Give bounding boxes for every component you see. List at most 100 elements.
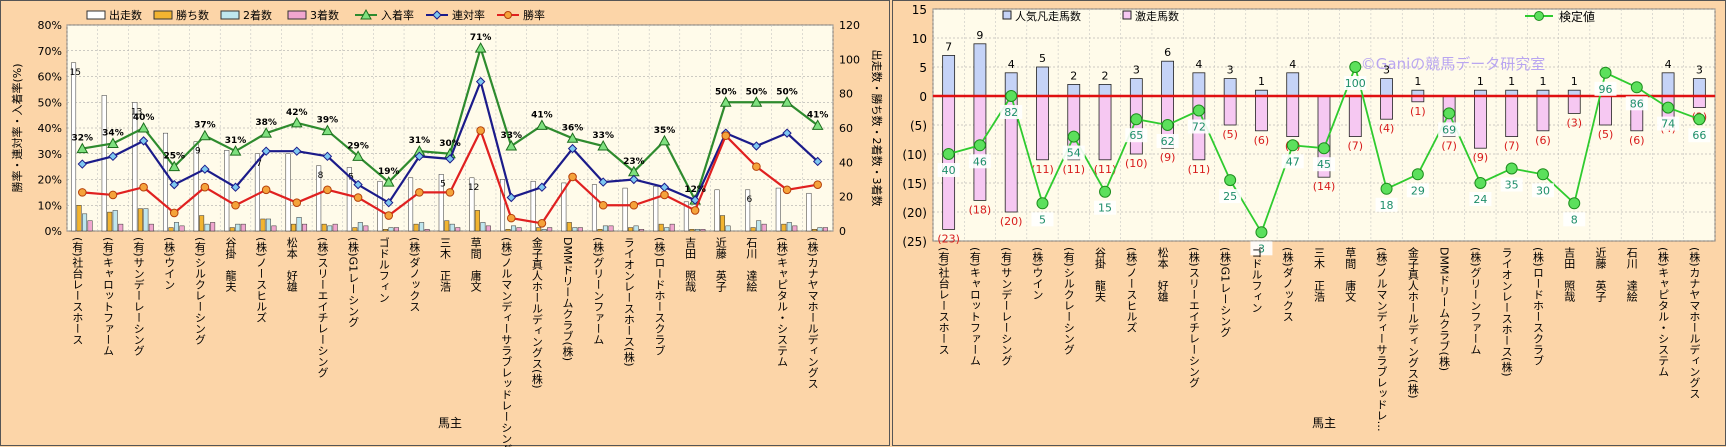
- bonso-label: (6): [1629, 134, 1645, 147]
- place-rate-marker: [781, 96, 793, 107]
- place-rate-label: 34%: [102, 128, 124, 138]
- bonso-label: (6): [1535, 134, 1551, 147]
- thirds-bar: [148, 223, 154, 232]
- legend-label: 2着数: [243, 8, 272, 22]
- bonso-bar: [1036, 95, 1049, 161]
- left-tick-label: 60%: [38, 71, 62, 84]
- legend-label: 3着数: [310, 8, 339, 22]
- kentei-marker: [1036, 197, 1049, 210]
- legend-label: 勝率: [523, 8, 545, 22]
- bonso-label: (11): [1031, 163, 1054, 176]
- place-rate-marker: [290, 116, 303, 128]
- place-rate-marker: [321, 124, 334, 136]
- bonso-label: (7): [1347, 140, 1363, 153]
- kentei-label: 62: [1161, 135, 1175, 148]
- gekiso-label: 1: [1414, 75, 1421, 88]
- owner-label: (有)キャロットファーム: [968, 247, 981, 366]
- win-rate-marker: [169, 208, 179, 218]
- kentei-label: 96: [1599, 83, 1613, 96]
- place-rate-label: 71%: [470, 33, 492, 43]
- rentai-rate-marker: [751, 141, 762, 151]
- kentei-label-bg: [968, 154, 991, 169]
- owner-label: 谷掛 龍夫: [224, 237, 237, 293]
- thirds-bar: [87, 220, 93, 232]
- wins-bar: [781, 223, 787, 232]
- wins-bar: [321, 223, 327, 232]
- kentei-label: 25: [1223, 190, 1237, 203]
- kentei-marker: [1599, 66, 1612, 79]
- kentei-label-bg: [1625, 96, 1648, 111]
- bonso-label: (7): [1441, 140, 1457, 153]
- wins-bar: [536, 227, 542, 232]
- owner-label: 吉田 照哉: [684, 237, 697, 292]
- rentai-rate-marker: [292, 146, 302, 156]
- kentei-label: 18: [1380, 199, 1394, 212]
- wins-bar: [352, 227, 358, 232]
- left-tick-label: 70%: [38, 45, 62, 58]
- thirds-bar: [179, 225, 185, 232]
- owner-label: (有)キャロットファーム: [101, 237, 114, 356]
- kentei-label-bg: [1000, 105, 1023, 119]
- legend-label: 人気凡走馬数: [1015, 9, 1081, 23]
- kentei-label: 29: [1411, 184, 1425, 197]
- win-rate-marker: [108, 190, 118, 200]
- wins-bar: [444, 220, 450, 232]
- left-tick-label: 0%: [45, 225, 62, 238]
- gekiso-label: 1: [1539, 75, 1546, 88]
- owner-label: (有)社台レースホース: [937, 247, 950, 355]
- win-rate-marker: [139, 182, 148, 192]
- owner-label: 三木 正浩: [1313, 247, 1326, 303]
- gekiso-label: 3: [1227, 64, 1234, 77]
- owner-label: (株)ノルマンディーサラブレッドレーシング: [500, 237, 513, 447]
- wins-bar: [658, 223, 664, 232]
- bonso-bar: [1474, 95, 1487, 149]
- place-rate-label: 37%: [194, 121, 216, 131]
- y-tick-label: (20): [902, 206, 927, 220]
- bonso-bar: [1567, 95, 1581, 114]
- legend-marker: [360, 8, 372, 20]
- win-rate-marker: [813, 180, 822, 189]
- kentei-marker: [1224, 174, 1237, 187]
- wins-bar: [382, 229, 388, 232]
- right-tick-label: 20: [839, 191, 853, 204]
- runs-bar: [101, 95, 107, 232]
- place-rate-marker: [566, 132, 579, 143]
- owner-label: DMMドリームクラブ(株): [561, 237, 574, 361]
- seconds-bar: [756, 220, 762, 232]
- right-tick-label: 120: [839, 19, 860, 32]
- thirds-bar: [639, 229, 645, 232]
- thirds-bar: [424, 229, 430, 232]
- owner-kentei-chart: 151050(5)(10)(15)(20)(25)馬主©Ganiの競馬データ研究…: [902, 3, 1716, 432]
- kentei-label-bg: [1438, 122, 1461, 137]
- bonso-bar: [1505, 95, 1519, 137]
- seconds-bar: [388, 227, 394, 232]
- rentai-rate-marker: [506, 192, 516, 203]
- kentei-label: 47: [1286, 155, 1300, 168]
- owner-label: 近藤 英子: [714, 237, 727, 292]
- seconds-bar: [449, 223, 455, 232]
- seconds-bar: [602, 225, 608, 232]
- bonso-bar: [1599, 95, 1612, 126]
- kentei-marker: [1380, 182, 1393, 195]
- kentei-label: 24: [1473, 193, 1487, 206]
- wins-bar: [597, 229, 603, 232]
- place-rate-label: 42%: [286, 108, 308, 118]
- runs-bar: [469, 177, 475, 232]
- place-rate-label: 35%: [654, 126, 676, 136]
- rentai-rate-marker: [322, 151, 333, 162]
- kentei-label-bg: [1219, 189, 1242, 204]
- wins-bar: [689, 229, 695, 232]
- gekiso-label: 7: [945, 40, 952, 53]
- gekiso-label: 3: [1133, 64, 1140, 77]
- legend-label: 勝ち数: [176, 8, 209, 22]
- owner-label: (有)シルクレーシング: [1062, 247, 1075, 355]
- seconds-bar: [419, 222, 425, 232]
- win-rate-marker: [292, 198, 302, 207]
- thirds-bar: [516, 227, 522, 232]
- bonso-bar: [1255, 95, 1268, 132]
- runs-bar: [316, 165, 322, 232]
- owner-label: (有)サンデーレーシング: [132, 237, 145, 356]
- legend-swatch: [86, 10, 106, 20]
- legend-label: 検定値: [1559, 9, 1595, 24]
- place-rate-label: 40%: [133, 113, 155, 123]
